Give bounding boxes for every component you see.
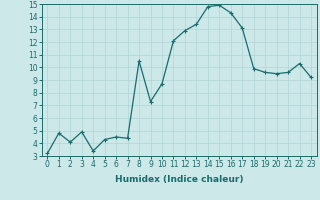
X-axis label: Humidex (Indice chaleur): Humidex (Indice chaleur) [115, 175, 244, 184]
